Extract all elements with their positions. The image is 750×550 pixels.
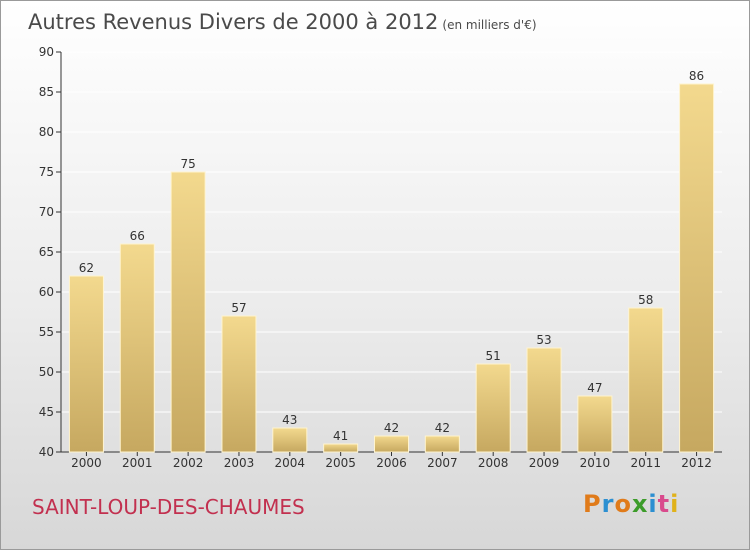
chart-subtitle: (en milliers d'€) [442,18,537,32]
data-label: 41 [333,429,348,443]
bar-2008 [475,363,511,453]
x-tick-label: 2001 [122,456,153,470]
logo-letter: x [631,490,649,518]
data-label: 66 [130,229,145,243]
bar-2010 [577,395,613,453]
x-tick-label: 2010 [580,456,611,470]
y-tick-label: 40 [39,445,54,459]
logo-letter: P [583,490,602,518]
data-label: 42 [435,421,450,435]
x-tick-label: 2007 [427,456,458,470]
y-tick-label: 60 [39,285,54,299]
x-tick-label: 2011 [630,456,661,470]
x-tick-label: 2003 [224,456,255,470]
bar-2012 [679,83,715,453]
data-label: 86 [689,69,704,83]
bar-2011 [628,307,664,453]
logo-letter: r [601,490,615,518]
x-tick-label: 2006 [376,456,407,470]
data-label: 75 [180,157,195,171]
chart-title: Autres Revenus Divers de 2000 à 2012 (en … [28,10,537,34]
data-label: 47 [587,381,602,395]
x-tick-label: 2009 [529,456,560,470]
bar-2007 [424,435,460,453]
y-tick-label: 90 [39,45,54,59]
y-tick-label: 85 [39,85,54,99]
bar-2001 [119,243,155,453]
y-tick-label: 50 [39,365,54,379]
bar-2006 [374,435,409,453]
data-label: 58 [638,293,653,307]
data-label: 51 [486,349,501,363]
y-tick-label: 70 [39,205,54,219]
bar-2000 [68,275,104,453]
logo-letter: o [614,490,632,518]
proxiti-logo: Proxiti [583,490,679,518]
y-tick-label: 75 [39,165,54,179]
bar-2004 [272,427,308,453]
x-tick-label: 2002 [173,456,204,470]
title-text: Autres Revenus Divers de 2000 à 2012 [28,10,439,34]
bar-2002 [170,171,206,453]
logo-letter: t [657,490,671,518]
x-tick-label: 2000 [71,456,102,470]
x-tick-label: 2004 [275,456,306,470]
x-tick-label: 2005 [325,456,356,470]
bar-2003 [221,315,257,453]
x-tick-label: 2008 [478,456,509,470]
y-tick-label: 55 [39,325,54,339]
data-label: 57 [231,301,246,315]
bar-2009 [526,347,562,453]
bar-2005 [323,443,359,453]
data-label: 53 [536,333,551,347]
y-tick-label: 80 [39,125,54,139]
data-label: 43 [282,413,297,427]
data-label: 42 [384,421,399,435]
logo-letter: i [670,490,680,518]
x-tick-label: 2012 [681,456,712,470]
data-label: 62 [79,261,94,275]
y-tick-label: 45 [39,405,54,419]
location-label: SAINT-LOUP-DES-CHAUMES [32,495,305,519]
y-tick-label: 65 [39,245,54,259]
logo-letter: i [648,490,658,518]
